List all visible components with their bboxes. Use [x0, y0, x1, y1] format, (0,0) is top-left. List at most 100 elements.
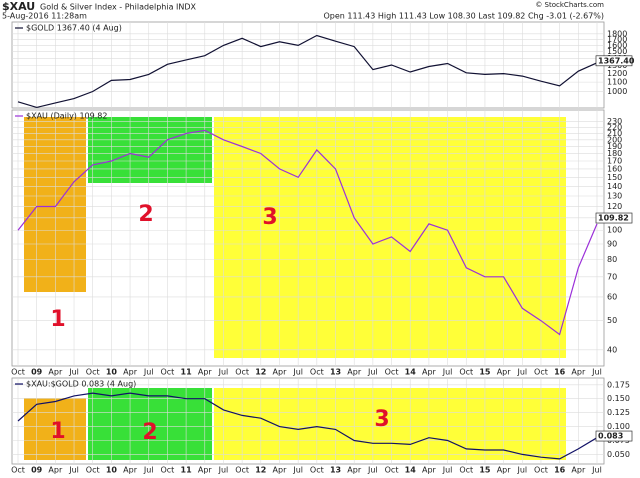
highlight-region	[24, 117, 86, 292]
region-label: 1	[50, 307, 65, 332]
x-tick-label: 10	[106, 466, 118, 475]
x-tick-label: Oct	[86, 368, 100, 377]
y-tick-label: 1200	[607, 69, 627, 78]
highlight-region	[24, 398, 86, 460]
x-tick-label: Oct	[385, 368, 399, 377]
y-tick-label: 160	[607, 164, 622, 173]
x-tick-label: Oct	[310, 368, 324, 377]
x-tick-label: Jul	[442, 368, 453, 377]
x-tick-label: 13	[330, 466, 341, 475]
x-tick-label: 13	[330, 368, 341, 377]
last-value-box	[595, 212, 633, 224]
y-tick-label: 0.150	[607, 394, 630, 403]
x-tick-label: 15	[479, 368, 491, 377]
x-tick-label: Jul	[367, 466, 378, 475]
x-tick-label: Apr	[198, 466, 213, 475]
x-tick-label: Oct	[534, 368, 548, 377]
x-tick-label: Apr	[198, 368, 213, 377]
y-tick-label: 170	[607, 157, 622, 166]
x-tick-label: Jul	[591, 466, 602, 475]
x-tick-label: Oct	[86, 466, 100, 475]
y-tick-label: 100	[607, 226, 622, 235]
y-tick-label: 1800	[607, 29, 627, 38]
x-tick-label: Oct	[534, 466, 548, 475]
region-label: 3	[374, 407, 389, 432]
x-tick-label: Oct	[385, 466, 399, 475]
x-tick-label: Oct	[160, 368, 174, 377]
credit: © StockCharts.com	[535, 1, 604, 9]
y-tick-label: 70	[607, 272, 617, 281]
x-tick-label: Oct	[459, 466, 473, 475]
x-tick-label: 14	[405, 368, 417, 377]
x-tick-label: Jul	[143, 466, 154, 475]
x-tick-label: Apr	[273, 466, 288, 475]
x-tick-label: Oct	[459, 368, 473, 377]
x-tick-label: Apr	[123, 466, 138, 475]
panel-title: $GOLD 1367.40 (4 Aug)	[26, 24, 122, 33]
y-tick-label: 150	[607, 173, 622, 182]
y-tick-label: 190	[607, 142, 622, 151]
y-tick-label: 130	[607, 192, 622, 201]
x-tick-label: 12	[255, 368, 266, 377]
x-tick-label: Apr	[497, 466, 512, 475]
symbol: $XAU	[2, 0, 35, 13]
x-tick-label: 16	[554, 368, 566, 377]
x-tick-label: Apr	[123, 368, 138, 377]
x-tick-label: Jul	[143, 368, 154, 377]
region-label: 1	[50, 419, 65, 444]
price-line	[17, 392, 598, 460]
price-line	[17, 129, 598, 336]
x-tick-label: Oct	[11, 368, 25, 377]
y-tick-label: 1500	[607, 47, 627, 56]
y-tick-label: 1600	[607, 41, 627, 50]
highlight-region	[88, 117, 212, 183]
y-tick-label: 200	[607, 135, 622, 144]
x-tick-label: Oct	[310, 466, 324, 475]
last-value-box	[595, 55, 633, 67]
x-tick-label: 14	[405, 466, 417, 475]
y-tick-label: 1100	[607, 78, 627, 87]
panel-frame	[11, 21, 605, 109]
x-tick-label: 12	[255, 466, 266, 475]
x-tick-label: Apr	[497, 368, 512, 377]
y-tick-label: 1700	[607, 35, 627, 44]
y-tick-label: 140	[607, 182, 622, 191]
date: 5-Aug-2016 11:28am	[2, 12, 87, 21]
x-tick-label: Oct	[235, 368, 249, 377]
x-tick-label: Jul	[68, 466, 79, 475]
x-tick-label: Jul	[591, 368, 602, 377]
last-value-label: 109.82	[598, 214, 629, 223]
index-name: Gold & Silver Index - Philadelphia INDX	[40, 3, 197, 12]
x-tick-label: Apr	[48, 466, 63, 475]
x-tick-label: 09	[31, 368, 43, 377]
last-value-label: 0.083	[598, 432, 623, 441]
x-tick-label: Jul	[367, 368, 378, 377]
panel-title: $XAU:$GOLD 0.083 (4 Aug)	[26, 380, 136, 389]
x-tick-label: 11	[181, 466, 193, 475]
x-tick-label: Jul	[292, 466, 303, 475]
price-line	[17, 34, 598, 109]
y-tick-label: 230	[607, 117, 622, 126]
x-tick-label: Jul	[218, 466, 229, 475]
last-value-label: 1367.40	[598, 56, 635, 65]
y-tick-label: 80	[607, 255, 617, 264]
x-tick-label: Apr	[571, 466, 586, 475]
y-tick-label: 1000	[607, 87, 627, 96]
y-tick-label: 60	[607, 292, 617, 301]
x-tick-label: Jul	[68, 368, 79, 377]
x-tick-label: Jul	[292, 368, 303, 377]
panel-title: $XAU (Daily) 109.82	[26, 112, 107, 121]
x-tick-label: Apr	[347, 466, 362, 475]
region-label: 3	[262, 205, 277, 230]
x-tick-label: Jul	[218, 368, 229, 377]
x-tick-label: 09	[31, 466, 43, 475]
y-tick-label: 210	[607, 129, 622, 138]
x-tick-label: Apr	[422, 368, 437, 377]
y-tick-label: 40	[607, 345, 617, 354]
region-label: 2	[138, 202, 153, 227]
x-tick-label: Apr	[347, 368, 362, 377]
y-tick-label: 0.050	[607, 450, 630, 459]
region-label: 2	[142, 420, 157, 445]
